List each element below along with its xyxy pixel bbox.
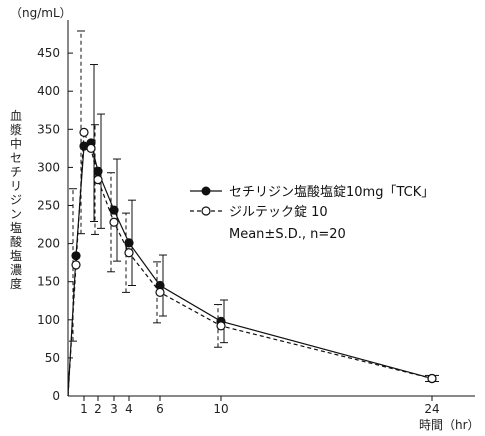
data-point bbox=[93, 174, 103, 185]
y-axis-label-char: 度 bbox=[10, 276, 22, 291]
y-axis-label-char: ン bbox=[10, 207, 22, 221]
y-axis-label: 血漿中セチリジン塩酸塩濃度 bbox=[10, 109, 22, 291]
legend-label-series-2: ジルテック錠 10 bbox=[229, 205, 328, 220]
y-tick-label: 400 bbox=[37, 84, 60, 98]
y-axis-label-char: 塩 bbox=[10, 220, 22, 235]
data-point bbox=[124, 248, 134, 258]
y-axis-label-char: 血 bbox=[10, 109, 22, 123]
y-axis-label-char: 濃 bbox=[10, 263, 22, 277]
y-tick-label: 0 bbox=[52, 389, 60, 403]
x-axis-label: 時間（hr） bbox=[419, 418, 480, 432]
y-axis-unit: （ng/mL） bbox=[10, 6, 72, 20]
data-point bbox=[124, 238, 134, 248]
x-tick-label: 4 bbox=[125, 402, 133, 416]
y-tick-label: 150 bbox=[37, 275, 60, 289]
x-tick-label: 1 bbox=[80, 402, 88, 416]
y-tick-label: 350 bbox=[37, 122, 60, 136]
y-tick-label: 450 bbox=[37, 46, 60, 60]
y-axis-label-char: 漿 bbox=[10, 122, 22, 137]
y-tick-label: 250 bbox=[37, 199, 60, 213]
y-axis-label-char: 塩 bbox=[10, 248, 22, 263]
data-point bbox=[109, 217, 119, 227]
x-tick-label: 2 bbox=[94, 402, 102, 416]
series-2 bbox=[67, 30, 437, 397]
y-axis-label-char: ジ bbox=[10, 193, 22, 207]
y-tick-label: 50 bbox=[45, 351, 60, 365]
y-tick-label: 300 bbox=[37, 160, 60, 174]
series-line bbox=[67, 132, 433, 397]
x-tick-label: 10 bbox=[213, 402, 228, 416]
stats-note: Mean±S.D., n=20 bbox=[229, 227, 346, 242]
series-line bbox=[67, 142, 433, 397]
y-axis-label-char: 中 bbox=[10, 136, 22, 151]
legend-marker-open bbox=[201, 206, 211, 216]
y-tick-label: 100 bbox=[37, 313, 60, 327]
legend-marker-filled bbox=[201, 186, 211, 196]
legend: セチリジン塩酸塩錠10mg「TCK」 ジルテック錠 10 Mean±S.D., … bbox=[190, 185, 434, 242]
data-point bbox=[216, 321, 226, 331]
y-axis-label-char: チ bbox=[10, 165, 22, 179]
x-tick-label: 6 bbox=[156, 402, 164, 416]
x-tick-label: 3 bbox=[110, 402, 118, 416]
legend-label-series-1: セチリジン塩酸塩錠10mg「TCK」 bbox=[229, 185, 434, 200]
data-point bbox=[427, 373, 437, 384]
axes: 0 50 100 150 200 250 300 350 400 450 1 2 3 4 6 10 24 bbox=[37, 20, 475, 416]
y-tick-label: 200 bbox=[37, 237, 60, 251]
data-point bbox=[155, 287, 165, 297]
y-axis-label-char: 酸 bbox=[10, 234, 22, 249]
x-tick-label: 24 bbox=[424, 402, 439, 416]
data-point bbox=[79, 127, 89, 137]
data-point bbox=[71, 260, 81, 270]
y-axis-label-char: リ bbox=[10, 179, 22, 193]
series-layer bbox=[67, 30, 439, 397]
data-point bbox=[86, 143, 96, 153]
y-axis-label-char: セ bbox=[10, 151, 22, 165]
